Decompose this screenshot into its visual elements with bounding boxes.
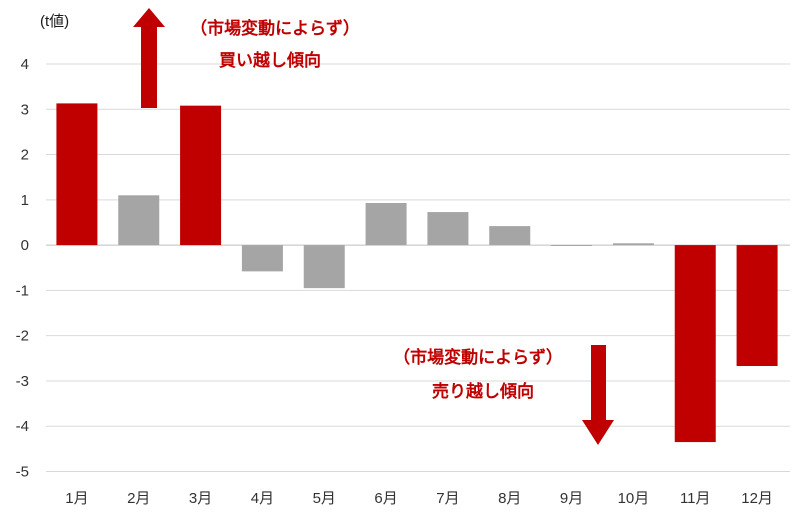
- x-tick-label: 3月: [189, 490, 212, 507]
- bar-11: [674, 245, 716, 443]
- down-arrow-icon: [582, 345, 614, 445]
- y-tick-label: 2: [21, 147, 29, 164]
- annotation-bottom-line1: （市場変動によらず）: [393, 347, 563, 367]
- annotation-top-line1: （市場変動によらず）: [190, 18, 360, 38]
- x-tick-label: 2月: [127, 490, 150, 507]
- bar-12: [736, 245, 778, 367]
- y-tick-label: 0: [21, 237, 29, 254]
- y-tick-label: -2: [16, 328, 29, 345]
- x-tick-label: 1月: [65, 490, 88, 507]
- x-tick-label: 4月: [251, 490, 274, 507]
- annotation-top-line2: 買い越し傾向: [219, 50, 321, 70]
- x-tick-label: 6月: [374, 490, 397, 507]
- bars: [56, 103, 778, 443]
- bar-6: [365, 203, 407, 246]
- y-tick-label: -3: [16, 373, 29, 390]
- bar-3: [180, 105, 222, 246]
- bar-2: [118, 195, 160, 246]
- y-tick-label: 1: [21, 192, 29, 209]
- bar-7: [427, 212, 469, 246]
- bar-5: [303, 245, 345, 289]
- gridlines: [46, 63, 790, 472]
- x-tick-label: 11月: [680, 490, 711, 507]
- annotation-bottom-line2: 売り越し傾向: [432, 381, 534, 401]
- y-tick-label: -4: [16, 418, 29, 435]
- bar-8: [489, 226, 531, 246]
- x-tick-label: 9月: [560, 490, 583, 507]
- x-tick-label: 8月: [498, 490, 521, 507]
- bar-9: [551, 245, 593, 247]
- y-tick-labels: 4 3 2 1 0 -1 -2 -3 -4 -5: [16, 56, 29, 481]
- x-tick-label: 12月: [741, 490, 773, 507]
- up-arrow-icon: [133, 8, 165, 108]
- y-tick-label: -5: [16, 464, 29, 481]
- x-tick-labels: 1月 2月 3月 4月 5月 6月 7月 8月 9月 10月 11月 12月: [65, 490, 773, 507]
- bar-1: [56, 103, 98, 246]
- y-tick-label: -1: [16, 282, 29, 299]
- x-tick-label: 10月: [618, 490, 650, 507]
- y-tick-label: 3: [21, 101, 29, 118]
- y-axis-label: (t値): [40, 13, 69, 30]
- x-tick-label: 5月: [313, 490, 336, 507]
- bar-10: [612, 243, 654, 246]
- x-tick-label: 7月: [436, 490, 459, 507]
- bar-4: [241, 245, 283, 272]
- y-tick-label: 4: [21, 56, 29, 73]
